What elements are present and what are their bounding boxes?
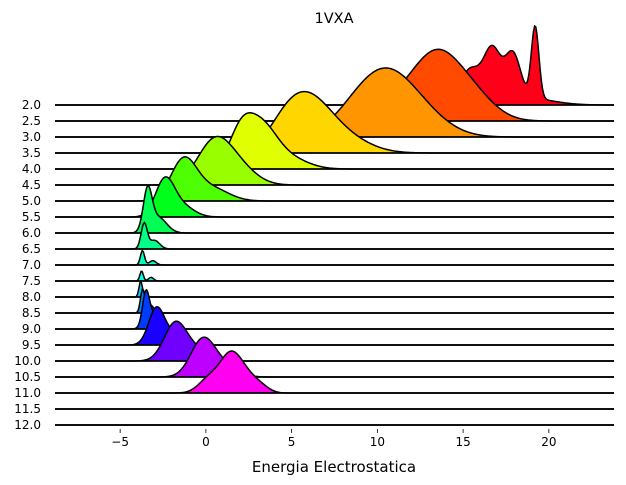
ridge-11.0 [55,350,614,394]
y-tick-label: 9.0 [22,322,41,336]
ridge-outline [55,184,614,234]
x-axis: −5 0 5 10 15 20 [111,429,556,449]
ridge-6.5 [55,221,614,250]
y-tick-label: 6.0 [22,226,41,240]
y-tick-label: 6.5 [22,242,41,256]
ridge-5.0 [55,156,614,202]
y-tick-labels: 2.0 2.5 3.0 3.5 4.0 4.5 5.0 5.5 6.0 6.5 7.0 7.5 8.0 8… [14,98,41,432]
x-tick-label: 0 [202,435,210,449]
chart-title: 1VXA [315,11,354,27]
y-tick-label: 9.5 [22,338,41,352]
ridge-9.5 [55,305,614,346]
y-tick-label: 2.0 [22,98,41,112]
y-tick-label: 12.0 [14,418,41,432]
ridge-7.5 [55,270,614,282]
y-tick-label: 8.0 [22,290,41,304]
ridge-4.0 [55,112,614,170]
ridge-8.0 [55,279,614,298]
ridge-2.0 [55,24,614,106]
ridge-fill [55,91,614,153]
y-tick-label: 11.5 [14,402,41,416]
ridge-outline [55,350,614,394]
ridge-fill [55,306,614,345]
ridge-fill [55,351,614,393]
x-axis-label: Energia Electrostatica [252,458,416,476]
y-tick-label: 11.0 [14,386,41,400]
ridge-10.5 [55,336,614,378]
ridge-outline [55,156,614,202]
ridge-6.0 [55,184,614,234]
y-tick-label: 5.0 [22,194,41,208]
y-tick-label: 2.5 [22,114,41,128]
y-tick-label: 10.5 [14,370,41,384]
y-tick-label: 3.0 [22,130,41,144]
x-tick-label: 15 [455,435,470,449]
y-tick-label: 3.5 [22,146,41,160]
ridges [55,24,614,426]
ridge-5.5 [55,176,614,218]
ridge-outline [55,176,614,218]
y-tick-label: 8.5 [22,306,41,320]
ridge-3.5 [55,90,614,154]
y-tick-label: 5.5 [22,210,41,224]
ridge-outline [55,270,614,282]
ridge-fill [55,49,614,122]
y-tick-label: 7.0 [22,258,41,272]
ridge-outline [55,249,614,266]
ridge-fill [55,156,614,201]
x-tick-label: −5 [111,435,129,449]
y-tick-label: 10.0 [14,354,41,368]
ridge-fill [55,176,614,217]
x-tick-label: 5 [288,435,296,449]
x-tick-label: 20 [541,435,556,449]
y-tick-label: 4.0 [22,162,41,176]
ridge-7.0 [55,249,614,266]
y-tick-label: 7.5 [22,274,41,288]
x-tick-label: 10 [370,435,385,449]
y-tick-label: 4.5 [22,178,41,192]
